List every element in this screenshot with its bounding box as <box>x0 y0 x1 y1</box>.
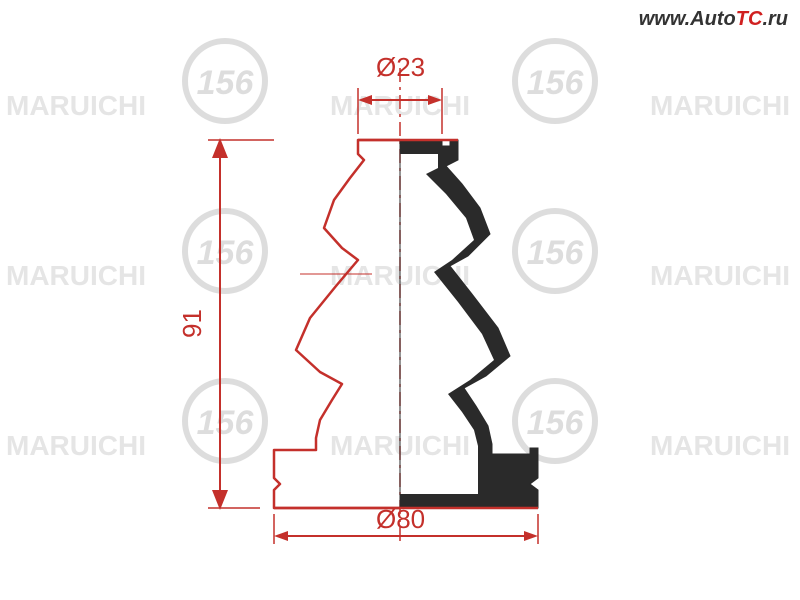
dim-top-diameter: Ø23 <box>376 52 425 83</box>
drawing-svg <box>120 50 680 550</box>
profile-outline-left <box>274 140 400 508</box>
url-highlight: TC <box>736 8 763 30</box>
dim-bottom-diameter: Ø80 <box>376 504 425 535</box>
arrow-d80-l <box>274 531 288 541</box>
arrow-down <box>215 494 225 508</box>
url-prefix: www.Auto <box>639 8 736 30</box>
arrow-up <box>215 140 225 154</box>
arrow-d23-r <box>428 95 442 105</box>
source-url-badge: www.AutoTC.ru <box>639 8 788 31</box>
arrow-d23-l <box>358 95 372 105</box>
dim-height: 91 <box>177 309 208 338</box>
url-suffix: .ru <box>762 8 788 30</box>
arrow-d80-r <box>524 531 538 541</box>
section-hatch-right <box>400 140 538 508</box>
technical-drawing: Ø23 91 Ø80 <box>120 50 680 550</box>
